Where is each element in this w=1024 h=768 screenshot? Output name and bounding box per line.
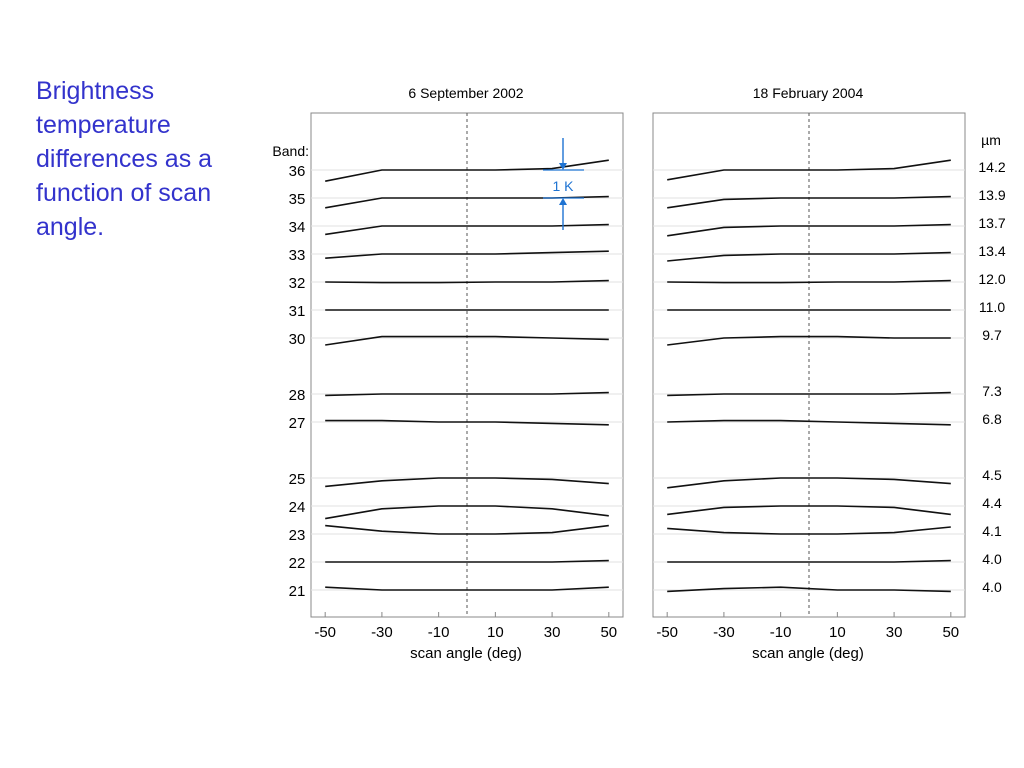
band-label-27: 27 bbox=[289, 415, 306, 432]
x-tick-label-left: -10 bbox=[428, 624, 450, 641]
series-band-24-left bbox=[325, 505, 609, 520]
x-axis-label-left: scan angle (deg) bbox=[410, 645, 522, 662]
series-band-35-right bbox=[667, 195, 951, 209]
series-band-24-right bbox=[667, 505, 951, 516]
x-tick-label-right: -10 bbox=[770, 624, 792, 641]
series-band-23-right bbox=[667, 526, 951, 535]
band-header: Band: bbox=[272, 143, 309, 159]
wavelength-label-28: 7.3 bbox=[982, 383, 1002, 399]
series-band-36-right bbox=[667, 159, 951, 181]
wavelength-label-24: 4.4 bbox=[982, 495, 1002, 511]
scale-bar-down-arrowhead bbox=[559, 163, 567, 170]
band-label-32: 32 bbox=[289, 275, 306, 292]
series-band-21-right bbox=[667, 586, 951, 593]
band-label-22: 22 bbox=[289, 555, 306, 572]
band-label-33: 33 bbox=[289, 247, 306, 264]
scale-bar-label: 1 K bbox=[552, 178, 574, 194]
series-band-32-left bbox=[325, 279, 609, 284]
wavelength-label-30: 9.7 bbox=[982, 327, 1002, 343]
wavelength-label-31: 11.0 bbox=[979, 299, 1005, 315]
plot-layer: -50 -30 -10 10 30 50 -50 -30 -10 10 30 50 36 14.2 35 13… bbox=[289, 112, 1006, 641]
band-label-24: 24 bbox=[289, 499, 306, 516]
band-label-30: 30 bbox=[289, 331, 306, 348]
wavelength-header: µm bbox=[981, 132, 1001, 148]
series-band-28-left bbox=[325, 391, 609, 397]
x-tick-label-right: 30 bbox=[886, 624, 903, 641]
band-label-23: 23 bbox=[289, 527, 306, 544]
series-band-30-right bbox=[667, 335, 951, 346]
series-band-28-right bbox=[667, 391, 951, 397]
series-band-25-left bbox=[325, 477, 609, 488]
x-tick-label-left: -50 bbox=[314, 624, 336, 641]
series-band-33-left bbox=[325, 250, 609, 259]
series-band-25-right bbox=[667, 477, 951, 489]
band-label-28: 28 bbox=[289, 387, 306, 404]
x-tick-label-right: 10 bbox=[829, 624, 846, 641]
series-band-34-right bbox=[667, 223, 951, 237]
series-band-32-right bbox=[667, 279, 951, 284]
x-tick-label-left: 50 bbox=[600, 624, 617, 641]
wavelength-label-36: 14.2 bbox=[978, 159, 1005, 175]
scale-bar-up-arrowhead bbox=[559, 198, 567, 205]
wavelength-label-27: 6.8 bbox=[982, 411, 1002, 427]
series-band-34-left bbox=[325, 223, 609, 236]
band-label-31: 31 bbox=[289, 303, 306, 320]
series-band-27-left bbox=[325, 419, 609, 426]
wavelength-label-25: 4.5 bbox=[982, 467, 1002, 483]
series-band-30-left bbox=[325, 335, 609, 346]
slide-title: Brightness temperature differences as a … bbox=[36, 77, 213, 241]
series-band-23-left bbox=[325, 524, 609, 535]
panel-title-right: 18 February 2004 bbox=[753, 85, 864, 101]
band-label-36: 36 bbox=[289, 163, 306, 180]
wavelength-label-32: 12.0 bbox=[978, 271, 1005, 287]
x-tick-label-left: 30 bbox=[544, 624, 561, 641]
wavelength-label-33: 13.4 bbox=[978, 243, 1005, 259]
band-label-35: 35 bbox=[289, 191, 306, 208]
wavelength-label-35: 13.9 bbox=[978, 187, 1005, 203]
wavelength-label-23: 4.1 bbox=[982, 523, 1002, 539]
band-label-34: 34 bbox=[289, 219, 306, 236]
band-label-25: 25 bbox=[289, 471, 306, 488]
band-label-21: 21 bbox=[289, 583, 306, 600]
series-band-33-right bbox=[667, 251, 951, 262]
x-axis-label-right: scan angle (deg) bbox=[752, 645, 864, 662]
x-tick-label-right: 50 bbox=[942, 624, 959, 641]
x-tick-label-left: 10 bbox=[487, 624, 504, 641]
wavelength-label-22: 4.0 bbox=[982, 551, 1002, 567]
panel-title-left: 6 September 2002 bbox=[408, 85, 523, 101]
x-tick-label-right: -30 bbox=[713, 624, 735, 641]
wavelength-label-34: 13.7 bbox=[978, 215, 1005, 231]
series-band-22-left bbox=[325, 559, 609, 563]
series-band-21-left bbox=[325, 586, 609, 591]
x-tick-label-left: -30 bbox=[371, 624, 393, 641]
series-band-22-right bbox=[667, 559, 951, 563]
wavelength-label-21: 4.0 bbox=[982, 579, 1002, 595]
series-band-27-right bbox=[667, 419, 951, 426]
x-tick-label-right: -50 bbox=[656, 624, 678, 641]
